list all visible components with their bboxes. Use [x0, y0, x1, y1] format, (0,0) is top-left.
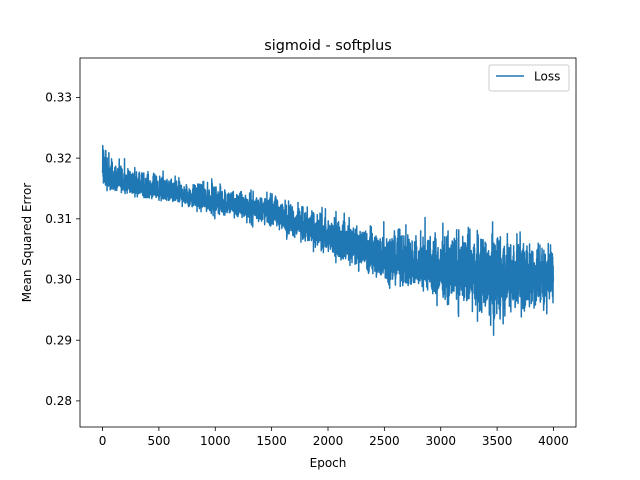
series-line-loss — [101, 144, 555, 337]
y-tick-label: 0.32 — [45, 151, 72, 165]
y-tick-label: 0.29 — [45, 333, 72, 347]
y-axis-label: Mean Squared Error — [20, 183, 34, 303]
y-tick-label: 0.31 — [45, 212, 72, 226]
legend-box — [488, 64, 570, 92]
axes-frame — [79, 57, 577, 428]
plot-area — [101, 144, 555, 337]
x-tick-label: 3500 — [482, 434, 513, 448]
x-tick-label: 500 — [147, 434, 170, 448]
x-tick-label: 2000 — [313, 434, 344, 448]
y-axis-ticks: 0.28 0.29 0.30 0.31 0.32 0.33 — [45, 91, 80, 408]
x-axis-ticks: 0 500 1000 1500 2000 2500 3000 3500 4000 — [99, 427, 569, 448]
x-tick-label: 3000 — [425, 434, 456, 448]
x-tick-label: 1000 — [200, 434, 231, 448]
x-tick-label: 1500 — [256, 434, 287, 448]
x-tick-label: 4000 — [538, 434, 569, 448]
legend: Loss — [488, 64, 570, 92]
x-axis-label: Epoch — [310, 456, 347, 470]
chart-title: sigmoid - softplus — [264, 38, 391, 54]
y-tick-label: 0.28 — [45, 394, 72, 408]
x-tick-label: 0 — [99, 434, 107, 448]
y-tick-label: 0.33 — [45, 91, 72, 105]
y-tick-label: 0.30 — [45, 273, 72, 287]
x-tick-label: 2500 — [369, 434, 400, 448]
legend-label-loss: Loss — [534, 70, 560, 84]
